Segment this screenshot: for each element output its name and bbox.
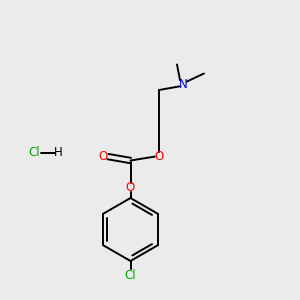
Text: O: O — [99, 150, 108, 163]
Text: O: O — [154, 150, 164, 163]
Text: O: O — [126, 181, 135, 194]
Text: N: N — [178, 77, 188, 91]
Text: Cl: Cl — [125, 268, 136, 282]
Text: Cl: Cl — [29, 146, 40, 160]
Text: H: H — [54, 146, 63, 160]
